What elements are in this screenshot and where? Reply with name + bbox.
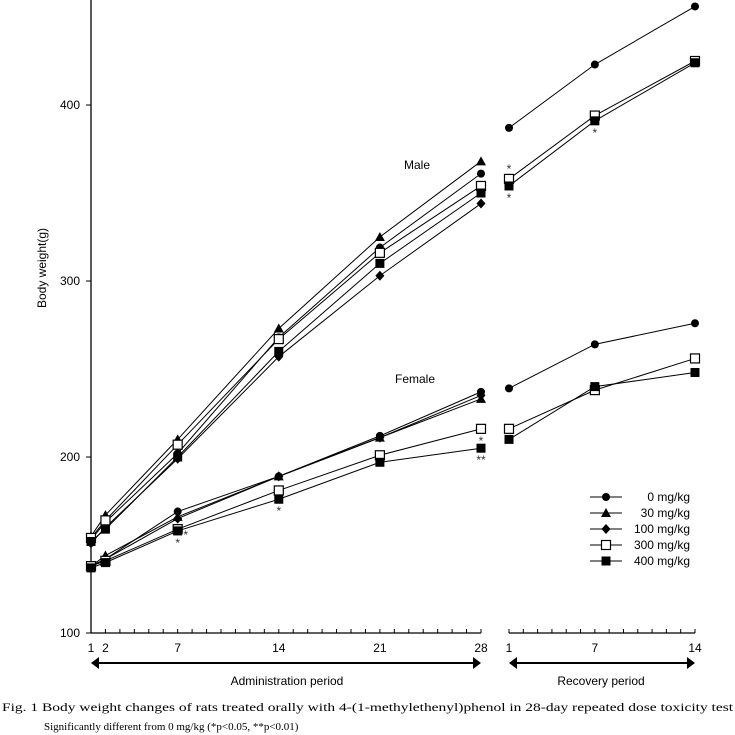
line-male-circle-recovery	[508, 6, 696, 129]
diamond-marker	[375, 270, 385, 281]
open-square-marker	[374, 247, 385, 258]
diamond-marker	[274, 471, 284, 482]
legend-label: 0 mg/kg	[647, 490, 690, 504]
square-marker	[274, 346, 284, 356]
admin-period-arrow-left-head	[91, 657, 99, 669]
triangle-marker	[476, 156, 486, 166]
square-marker	[375, 457, 385, 467]
series-markers: *********	[85, 2, 701, 573]
line-female-circle-admin	[90, 391, 482, 567]
legend-label: 100 mg/kg	[634, 522, 690, 536]
legend-label: 30 mg/kg	[641, 506, 690, 520]
circle-marker	[477, 169, 485, 178]
circle-marker	[590, 60, 599, 69]
triangle-marker	[273, 323, 284, 333]
square-marker	[100, 524, 110, 534]
admin-period-label: Administration period	[231, 674, 344, 688]
open-square-marker	[503, 423, 515, 434]
circle-marker	[691, 319, 699, 328]
recovery-period-arrow-left-head	[509, 657, 517, 669]
admin-period-arrow-right-head	[473, 657, 481, 669]
recovery-period-label: Recovery period	[557, 674, 644, 688]
significance-mark: *	[276, 504, 281, 518]
circle-marker	[505, 384, 513, 393]
circle-marker	[505, 123, 513, 132]
diamond-marker	[476, 390, 486, 401]
line-male-square-recovery	[508, 62, 696, 187]
female-label: Female	[395, 372, 435, 386]
x-tick-label: 7	[592, 641, 599, 655]
significance-mark: *	[507, 191, 512, 205]
x-tick-label: 1	[88, 641, 95, 655]
x-tick-label: 2	[102, 641, 109, 655]
significance-mark: *	[175, 536, 180, 550]
significance-mark: **	[476, 453, 486, 467]
x-tick-label: 7	[174, 641, 181, 655]
circle-marker	[173, 507, 182, 516]
square-marker	[590, 116, 600, 126]
square-marker	[690, 58, 700, 68]
recovery-period-arrow-right-head	[687, 657, 695, 669]
diamond-marker	[601, 524, 611, 534]
x-tick-label: 21	[373, 641, 387, 655]
square-marker	[86, 536, 96, 546]
open-square-marker	[273, 485, 284, 496]
square-marker	[476, 188, 486, 198]
square-marker	[504, 434, 514, 444]
open-square-marker	[273, 333, 284, 345]
line-female-square-admin	[90, 447, 482, 569]
triangle-marker	[601, 508, 611, 517]
line-female-square-recovery	[508, 372, 696, 440]
triangle-marker	[374, 232, 385, 241]
line-female-circle-recovery	[508, 322, 696, 389]
legend-label: 300 mg/kg	[634, 538, 690, 552]
line-female-open-square-recovery	[508, 357, 696, 430]
square-marker	[375, 258, 385, 268]
line-female-open-square-admin	[90, 428, 482, 567]
open-square-marker	[600, 539, 612, 551]
significance-mark: *	[507, 162, 512, 176]
square-marker	[590, 382, 600, 392]
square-marker	[504, 181, 514, 191]
circle-marker	[602, 493, 610, 501]
open-square-marker	[172, 439, 183, 450]
open-square-marker	[689, 353, 701, 364]
open-square-marker	[475, 423, 487, 434]
legend: 0 mg/kg 30 mg/kg 100 mg/kg 300 mg/kg 400 mg/…	[590, 490, 690, 568]
y-tick-label: 200	[60, 450, 80, 464]
significance-mark: *	[593, 126, 598, 140]
square-marker	[601, 556, 611, 566]
square-marker	[476, 443, 486, 453]
circle-marker	[691, 2, 699, 11]
x-tick-label: 1	[506, 641, 513, 655]
figure-caption: Fig. 1 Body weight changes of rats treat…	[2, 700, 734, 714]
circle-marker	[590, 340, 599, 349]
y-tick-label: 300	[60, 274, 80, 288]
open-square-marker	[100, 515, 111, 526]
square-marker	[100, 558, 110, 568]
significance-mark: *	[479, 434, 484, 448]
diamond-marker	[476, 198, 486, 209]
y-tick-label: 400	[60, 98, 80, 112]
square-marker	[690, 368, 700, 378]
x-tick-label: 14	[688, 641, 702, 655]
square-marker	[86, 563, 96, 573]
legend-label: 400 mg/kg	[634, 554, 690, 568]
x-tick-label: 14	[272, 641, 286, 655]
diamond-marker	[375, 432, 385, 443]
significance-mark: *	[183, 528, 188, 542]
diamond-marker	[173, 513, 183, 524]
series-lines	[90, 6, 696, 569]
square-marker	[274, 494, 284, 504]
x-tick-label: 28	[474, 641, 488, 655]
y-tick-label: 100	[60, 626, 80, 640]
y-axis-label: Body weight(g)	[35, 228, 49, 308]
male-label: Male	[404, 158, 430, 172]
square-marker	[173, 526, 183, 536]
figure-note: Significantly different from 0 mg/kg (*p…	[44, 721, 299, 733]
square-marker	[173, 452, 183, 462]
